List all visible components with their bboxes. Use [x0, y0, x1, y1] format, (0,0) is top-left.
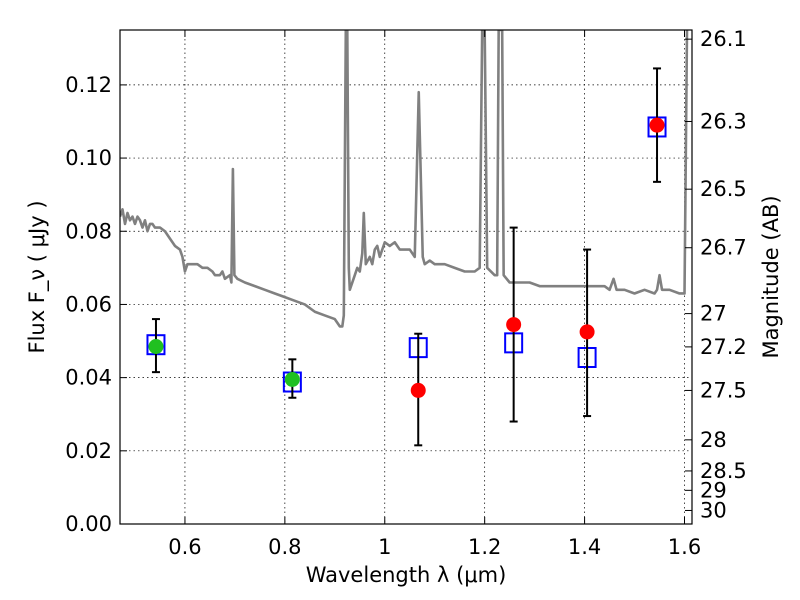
data-point — [649, 117, 665, 133]
right-tick-label: 28.5 — [700, 459, 747, 483]
data-point — [579, 324, 595, 340]
right-tick-label: 28 — [700, 428, 727, 452]
right-tick-label: 30 — [700, 498, 727, 522]
axes-frame — [119, 29, 693, 525]
data-markers — [146, 67, 667, 447]
x-tick-label: 0.8 — [268, 535, 301, 559]
y-tick-label: 0.06 — [65, 292, 112, 316]
right-tick-label: 26.7 — [700, 236, 747, 260]
y-tick-label: 0.08 — [65, 219, 112, 243]
y-tick-label: 0.04 — [65, 366, 112, 390]
plot-frame — [119, 29, 693, 525]
data-point — [410, 382, 426, 398]
right-tick-label: 29 — [700, 478, 727, 502]
data-point — [284, 371, 300, 387]
model-sed-line — [120, 30, 689, 328]
right-tick-label: 26.1 — [700, 27, 747, 51]
grid-lines — [120, 30, 692, 524]
right-tick-label: 27 — [700, 302, 727, 326]
right-tick-label: 27.2 — [700, 335, 747, 359]
y-axis-right-label: Magnitude (AB) — [759, 195, 783, 358]
right-tick-label: 26.3 — [700, 109, 747, 133]
model-sed-line-layer — [120, 30, 689, 328]
y-tick-label: 0.12 — [65, 73, 112, 97]
x-tick-label: 0.6 — [168, 535, 201, 559]
data-point — [506, 317, 522, 333]
x-tick-label: 1.2 — [468, 535, 501, 559]
y-axis-label: Flux F_ν ( μJy ) — [25, 200, 50, 353]
right-tick-label: 27.5 — [700, 378, 747, 402]
y-tick-label: 0.00 — [65, 512, 112, 536]
data-point — [148, 339, 164, 355]
x-tick-label: 1.4 — [568, 535, 601, 559]
x-axis-label: Wavelength λ (μm) — [306, 563, 507, 587]
x-tick-label: 1.6 — [668, 535, 701, 559]
right-tick-label: 26.5 — [700, 177, 747, 201]
y-tick-label: 0.02 — [65, 439, 112, 463]
tick-labels: 0.6 0.8 1 1.2 1.4 1.6 0.00 0.02 0.04 0.06 0.08 0.10… — [65, 27, 747, 559]
y-tick-label: 0.10 — [65, 146, 112, 170]
x-tick-label: 1 — [378, 535, 391, 559]
